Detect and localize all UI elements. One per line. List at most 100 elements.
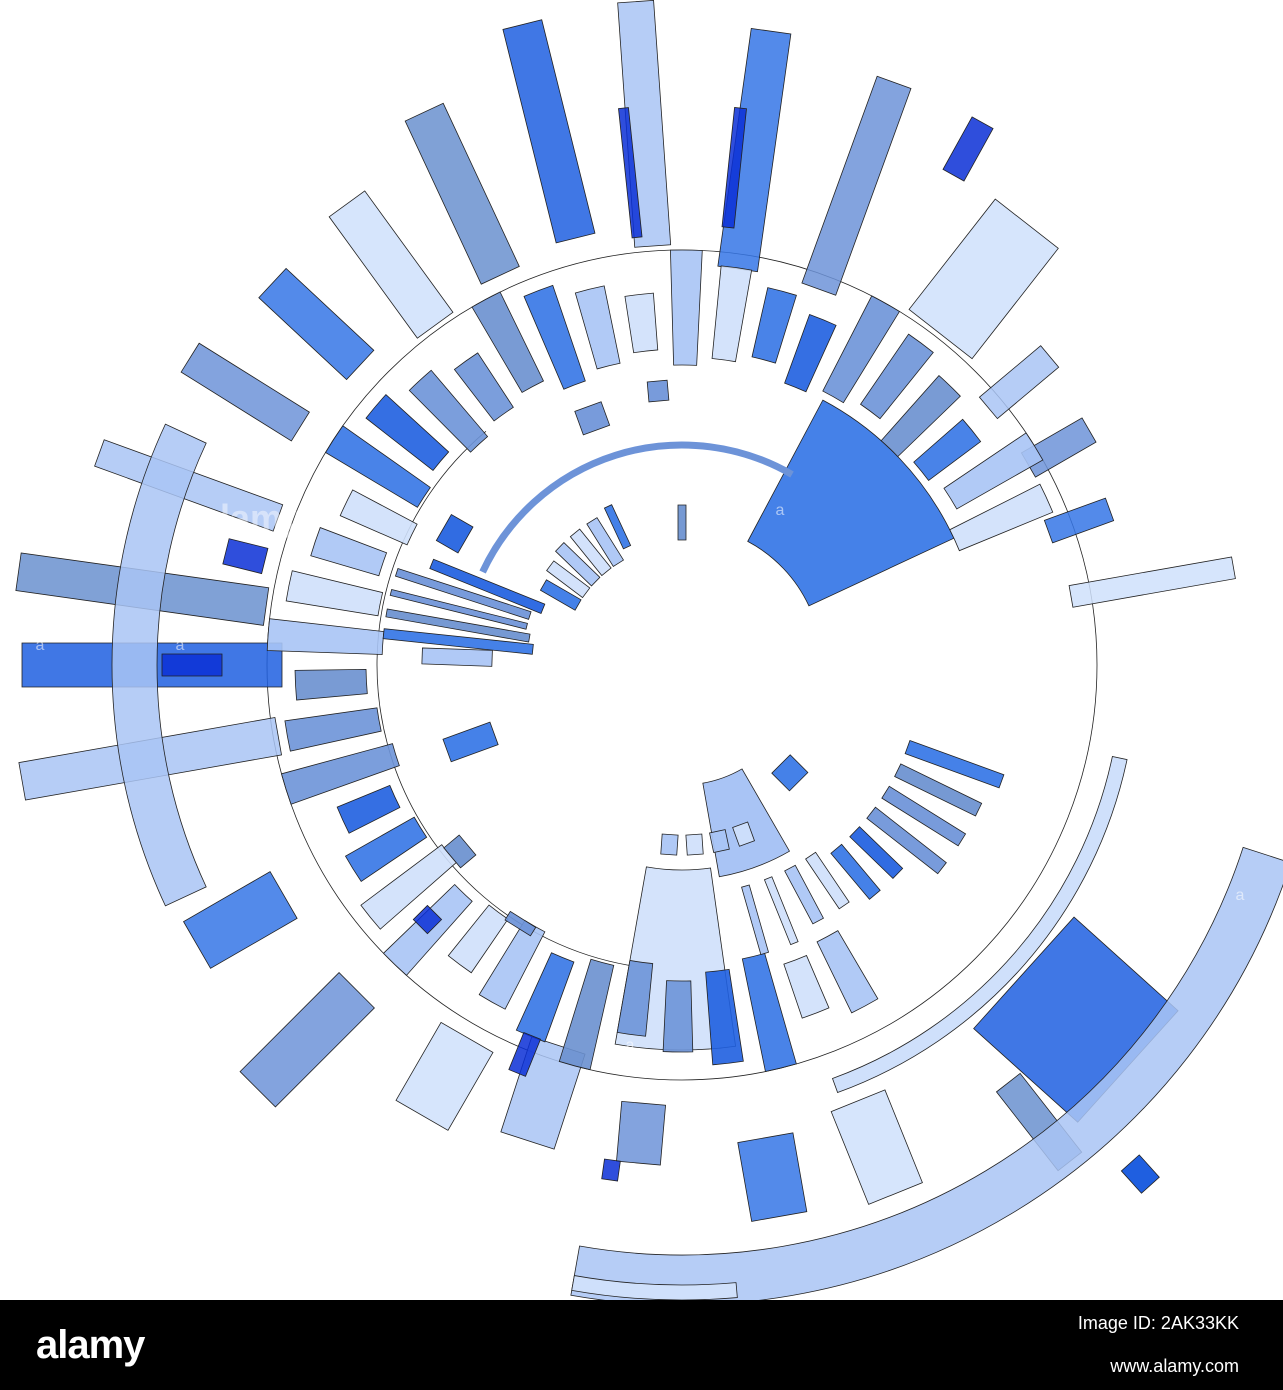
inner-bar-1	[421, 647, 493, 667]
inner-bar-29	[784, 864, 824, 925]
arc-thin-right	[831, 756, 1128, 1094]
site-url: www.alamy.com	[1110, 1356, 1239, 1376]
inner-bar-12	[603, 504, 632, 550]
mid-ring-block-27	[662, 980, 694, 1053]
inner-bar-9	[554, 542, 601, 587]
mid-ring-block-24	[783, 954, 830, 1019]
mid-ring-block-17	[822, 295, 901, 404]
inner-bar-14	[646, 379, 670, 403]
inner-bar-32	[442, 721, 499, 763]
inner-bar-25	[866, 806, 947, 875]
mid-ring-block-3	[310, 527, 388, 577]
inner-bar-20	[685, 833, 704, 856]
inner-bar-17	[771, 754, 809, 792]
mid-ring-block-9	[471, 291, 545, 393]
inner-bar-10	[569, 528, 612, 577]
outer-spoke-22	[616, 1100, 667, 1166]
mid-ring-block-4	[339, 489, 418, 546]
inner-bar-8	[546, 560, 591, 599]
radial-tech-graphic	[15, 0, 1283, 1300]
outer-spoke-24	[830, 1089, 923, 1205]
mid-ring-block-12	[624, 292, 659, 354]
accent-bar-1	[942, 116, 994, 182]
inner-bar-13	[677, 504, 687, 541]
outer-spoke-10	[908, 198, 1059, 360]
mid-ring-block-28	[616, 959, 654, 1037]
mid-ring-block-26	[705, 968, 744, 1066]
inner-bar-28	[805, 851, 850, 910]
mid-ring-block-36	[336, 784, 401, 834]
image-id-label: Image ID: 2AK33KK	[1077, 1313, 1239, 1333]
svg-text:alamy: alamy	[36, 1323, 146, 1367]
mid-ring-block-11	[574, 285, 621, 370]
accent-bar-3	[618, 107, 643, 239]
outer-spoke-4	[328, 190, 454, 339]
mid-ring-block-6	[365, 394, 450, 472]
inner-bar-33	[443, 834, 477, 869]
inner-bar-4	[389, 589, 528, 630]
mid-ring-block-37	[281, 743, 400, 805]
arc-bands	[111, 423, 1283, 1300]
outer-spoke-3	[258, 267, 375, 381]
inner-bar-21	[660, 833, 679, 856]
outer-spoke-14	[1068, 556, 1236, 608]
mid-ring-block-29	[558, 958, 615, 1071]
accent-bar-6	[412, 904, 443, 935]
inner-bar-24	[881, 785, 967, 847]
outer-spoke-19	[239, 972, 375, 1108]
inner-bar-6	[429, 558, 546, 614]
inner-bar-34	[504, 910, 537, 937]
footer-bar: alamy Image ID: 2AK33KK www.alamy.com	[0, 1300, 1283, 1390]
inner-bar-19	[709, 829, 730, 853]
inner-bar-7	[539, 579, 582, 611]
mid-ring-block-21	[943, 432, 1044, 510]
arc-thin-bottom	[571, 1275, 738, 1300]
inner-bar-26	[849, 826, 904, 879]
mid-ring-block-38	[284, 707, 382, 752]
inner-bar-30	[763, 876, 799, 946]
alamy-logo: alamy	[36, 1323, 147, 1367]
mid-ring-block-15	[751, 287, 797, 364]
inner-bar-2	[382, 628, 534, 655]
lone-bar-bottom-right	[1120, 1154, 1160, 1194]
mid-ring-block-39	[294, 669, 368, 701]
mid-ring-block-8	[453, 352, 514, 422]
inner-bar-23	[894, 763, 983, 817]
inner-bar-16	[435, 513, 474, 554]
outer-spoke-8	[717, 27, 792, 273]
mid-ring-block-20	[913, 418, 982, 482]
outer-spoke-18	[182, 871, 298, 969]
mid-ring-block-14	[711, 265, 753, 363]
mid-ring-block-2	[285, 570, 384, 617]
outer-spoke-6	[502, 19, 596, 244]
accent-bar-4	[161, 653, 223, 677]
mid-ring-block-16	[784, 313, 837, 393]
outer-spoke-5	[404, 102, 520, 285]
accent-bar-7	[508, 1031, 542, 1077]
inner-bar-3	[385, 608, 531, 643]
inner-bar-18	[732, 821, 756, 847]
mid-ring-block-22	[949, 483, 1054, 552]
accent-bar-8	[601, 1158, 621, 1182]
outer-spoke-11	[978, 345, 1060, 420]
accent-bar-5	[222, 538, 269, 575]
outer-spoke-2	[180, 342, 310, 442]
mid-ring-block-5	[324, 425, 431, 508]
inner-bar-5	[394, 567, 532, 620]
mid-ring-block-7	[408, 369, 489, 453]
mid-ring-block-18	[859, 333, 934, 420]
outer-spoke-23	[737, 1132, 808, 1222]
outer-spoke-13	[1043, 497, 1115, 544]
outer-spoke-9	[801, 75, 912, 296]
outer-spoke-20	[395, 1021, 494, 1131]
mid-ring-block-13	[670, 249, 703, 366]
inner-bar-31	[741, 884, 770, 955]
mid-ring-block-10	[523, 284, 586, 390]
inner-bar-11	[586, 517, 625, 567]
inner-bar-15	[574, 401, 611, 436]
arc-inner-top	[479, 441, 794, 574]
inner-bar-22	[904, 739, 1005, 789]
inner-bar-27	[830, 843, 881, 900]
arc-band-bottom-right	[570, 846, 1283, 1300]
arc-band-left	[111, 423, 207, 907]
